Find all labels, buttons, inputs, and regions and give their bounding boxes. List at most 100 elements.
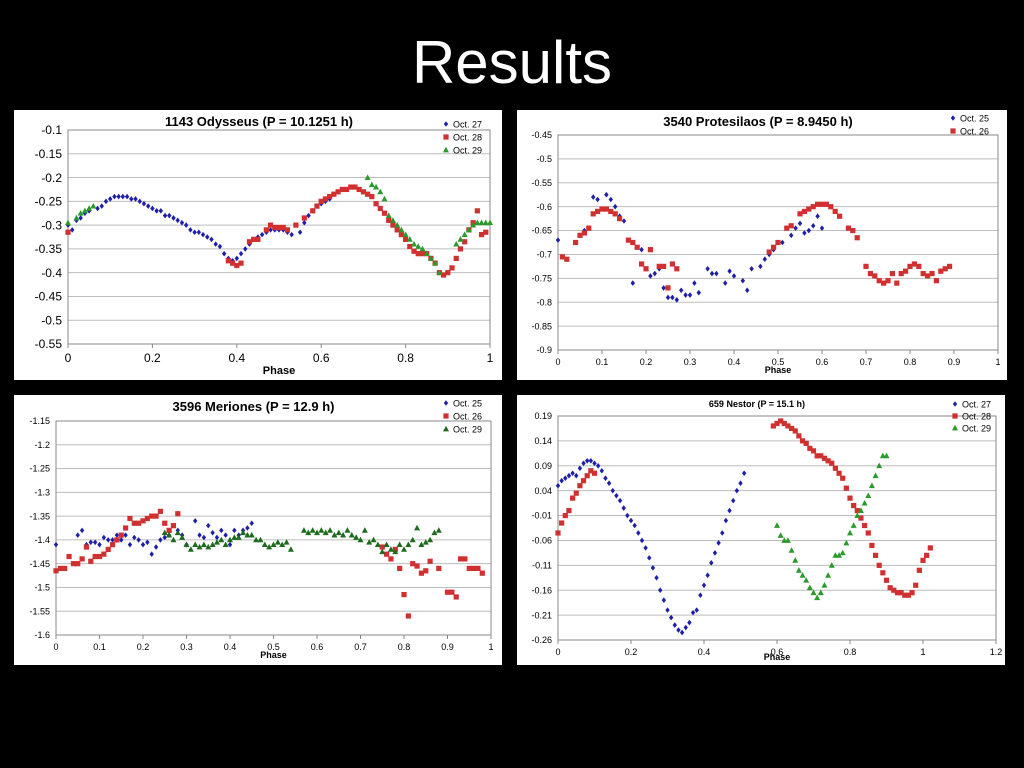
data-point	[140, 541, 146, 548]
data-point	[238, 250, 244, 257]
data-point	[103, 198, 109, 205]
data-point	[314, 529, 320, 536]
data-point	[75, 532, 80, 538]
data-point	[863, 263, 869, 269]
data-point	[636, 530, 641, 536]
x-tick-label: 0.4	[728, 357, 741, 367]
legend-label: Oct. 28	[962, 412, 991, 422]
data-point	[136, 520, 142, 526]
data-point	[287, 546, 294, 552]
chart-odysseus: 1143 Odysseus (P = 10.1251 h) -0.1 -0.15 -0…	[35, 114, 494, 377]
data-point	[478, 219, 485, 226]
y-tick-label: -0.9	[536, 345, 552, 355]
data-point	[731, 497, 736, 504]
data-point	[257, 536, 264, 543]
y-tick-label: -1.15	[29, 416, 50, 426]
data-point	[235, 534, 242, 540]
data-point	[348, 184, 354, 190]
data-point	[789, 425, 795, 432]
y-tick-label: -0.3	[41, 218, 62, 232]
chart-title: 3596 Meriones (P = 12.9 h)	[173, 399, 335, 414]
data-point	[409, 536, 416, 543]
data-point	[839, 549, 846, 556]
data-point	[825, 572, 832, 578]
data-point	[603, 475, 608, 482]
data-point	[584, 473, 590, 479]
data-point	[280, 224, 286, 231]
data-point	[709, 560, 714, 566]
data-point	[70, 561, 76, 567]
data-point	[933, 278, 939, 284]
data-point	[123, 532, 128, 538]
data-point	[780, 239, 785, 246]
data-point	[854, 235, 860, 241]
data-point	[595, 196, 600, 203]
chart-title: 659 Nestor (P = 15.1 h)	[709, 399, 805, 409]
x-tick-label: 0.3	[684, 357, 697, 367]
data-point	[419, 251, 426, 257]
data-point	[643, 545, 648, 551]
data-point	[123, 525, 129, 531]
y-tick-label: 0.04	[534, 486, 552, 496]
data-point	[741, 470, 747, 477]
data-point	[314, 203, 320, 209]
data-point	[106, 537, 111, 543]
y-tick-label: -1.55	[29, 606, 50, 616]
data-point	[192, 229, 197, 236]
data-point	[78, 215, 83, 221]
data-point	[217, 243, 223, 250]
data-point	[357, 536, 364, 543]
data-point	[617, 497, 623, 504]
x-axis-label: Phase	[765, 365, 792, 375]
data-point	[698, 592, 703, 598]
data-point	[909, 590, 915, 596]
data-point	[289, 231, 294, 238]
data-point	[444, 589, 451, 595]
data-point	[580, 478, 587, 484]
data-point	[674, 266, 680, 272]
data-point	[595, 462, 601, 469]
data-point	[861, 499, 868, 506]
data-point	[876, 562, 882, 568]
data-point	[676, 627, 681, 633]
data-point	[608, 208, 614, 215]
data-point	[322, 196, 329, 202]
data-point	[811, 222, 816, 229]
x-tick-label: 0	[53, 642, 58, 652]
y-tick-label: -0.01	[531, 511, 552, 521]
legend-marker	[950, 128, 956, 134]
data-point	[778, 418, 784, 424]
data-point	[381, 210, 388, 216]
y-tick-label: -0.45	[35, 290, 63, 304]
y-tick-label: -0.4	[41, 266, 62, 280]
data-point	[388, 556, 394, 562]
data-point	[727, 268, 732, 274]
data-point	[591, 194, 596, 200]
data-point	[144, 515, 150, 522]
data-point	[487, 219, 493, 226]
data-point	[665, 294, 671, 301]
data-point	[774, 522, 780, 528]
data-point	[590, 211, 596, 217]
data-point	[213, 241, 218, 247]
y-tick-label: -0.06	[531, 536, 552, 546]
x-tick-label: 0.8	[398, 642, 411, 652]
x-tick-label: 1	[995, 357, 1000, 367]
data-point	[246, 239, 253, 245]
data-point	[796, 433, 802, 439]
data-point	[268, 227, 273, 233]
data-point	[170, 523, 177, 529]
data-point	[889, 270, 895, 277]
data-point	[810, 448, 817, 454]
data-point	[887, 585, 893, 591]
x-tick-label: 1	[488, 642, 493, 652]
chart-meriones: 3596 Meriones (P = 12.9 h) -1.15 -1.2 -1.25…	[29, 399, 493, 661]
data-point	[112, 193, 117, 200]
data-point	[621, 218, 627, 224]
data-point	[457, 236, 464, 242]
data-point	[603, 206, 609, 212]
data-point	[814, 594, 821, 601]
data-point	[318, 198, 324, 204]
data-point	[738, 480, 743, 486]
data-point	[462, 556, 468, 562]
